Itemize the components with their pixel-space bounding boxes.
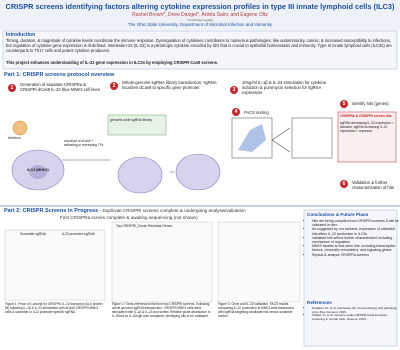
virus-label: lentivirus [8,136,21,140]
nucleus [29,165,47,179]
virus-icon [12,120,28,136]
cell-label: ILC3 (MNK3) [27,168,49,172]
list-item: MNK3 studies to test other hits, includi… [312,244,400,252]
cell [117,156,163,194]
construct-label: construct of dCas9 + activating or repre… [64,139,104,147]
list-item: Dudakov JA, et al. Interleukin-22: immun… [312,306,400,314]
figure2-caption: Figure 2: Gene-referenced hits from two … [112,302,211,318]
figure3-caption: Figure 3: Gene and IL-22 validation. FAC… [218,302,294,318]
fig1-label: Scramble sgRNA [20,232,47,236]
step-number: 3 [230,86,238,94]
figure3-panel [217,221,301,303]
note: *contributed equally [186,18,214,22]
intro-heading: Introduction [6,32,36,38]
step-text: Generation of separate CRISPRa & CRISPRi… [20,82,100,93]
title: CRISPR screens identifying factors alter… [5,2,395,11]
intro-highlight: This project enhances understanding of I… [6,60,219,65]
figure1-caption: Figure 1: Proof of Concept for CRISPRi. … [5,302,103,314]
step-number: 5 [340,100,348,108]
step-text: Whole-genome sgRNA library transduction:… [122,80,217,91]
step-text: Identify hits (genes) [352,101,389,106]
cell [175,153,221,191]
intro-box [2,30,398,70]
facs-plot [291,117,333,159]
conclusions-box [303,209,398,347]
figure2-panel [111,221,213,303]
step-text: Validation & further characterization of… [352,180,394,191]
part1-heading: Part 1: CRISPR screens protocol overview [4,72,115,78]
step-text: 10ng/ml IL-1β & IL-23 stimulation for cy… [242,80,327,96]
step-number: 2 [110,82,118,90]
intro-text: Timing, duration, & magnitude of cytokin… [6,38,392,53]
step-number: 4 [232,108,240,116]
conclusions-heading: Conclusions & Future Plans [307,212,369,217]
part2-heading: Part 2: CRISPR Screens in Progress - Dup… [4,208,246,214]
conclusions-list: Hits are being compiled from CRISPRi scr… [307,219,400,257]
step-text: FACS sorting [244,110,269,115]
part2-title: Part 2: CRISPR Screens in Progress [4,208,99,214]
part2-subheading: - Duplicate CRISPRi screens complete & u… [99,208,246,213]
authors: Rachel Brown*, Drew Dangel*, Ankita Sain… [132,12,268,18]
header-band [0,0,400,30]
fig1-label: IL22 promoter sgRNA [62,232,95,236]
fig2-title: Top CRISPRi_Crude Residual Genes [116,224,173,228]
facs-cloud [238,124,266,152]
step-number: 1 [8,84,16,92]
hits-box [337,111,397,163]
hits-title: CRISPRa & CRISPRi screen hits [340,114,392,118]
arrow [271,127,291,153]
arrow [62,159,174,173]
figure1-panel [4,229,106,301]
library-box [107,114,167,136]
list-item: Repeat & analyze CRISPRa screens [312,253,400,257]
list-item: As suggested by our screens, expression … [312,227,400,235]
list-item: Validated hits will be further character… [312,236,400,244]
part2-subheading2: First CRISPRa screen complete & awaiting… [60,215,198,220]
step-number: 6 [340,180,348,188]
affiliation: The Ohio State University, Department of… [127,22,273,27]
references-list: Dudakov JA, et al. Interleukin-22: immun… [307,306,400,321]
library-label: genome-wide sgRNA library [110,118,153,122]
list-item: Shalem O, et al. Genome-scale CRISPR-Cas… [312,313,400,321]
references-heading: References [307,300,332,305]
list-item: Hits are being compiled from CRISPRi scr… [312,219,400,227]
hits-text: sgRNA decreasing IL-22 expression = acti… [340,121,394,133]
